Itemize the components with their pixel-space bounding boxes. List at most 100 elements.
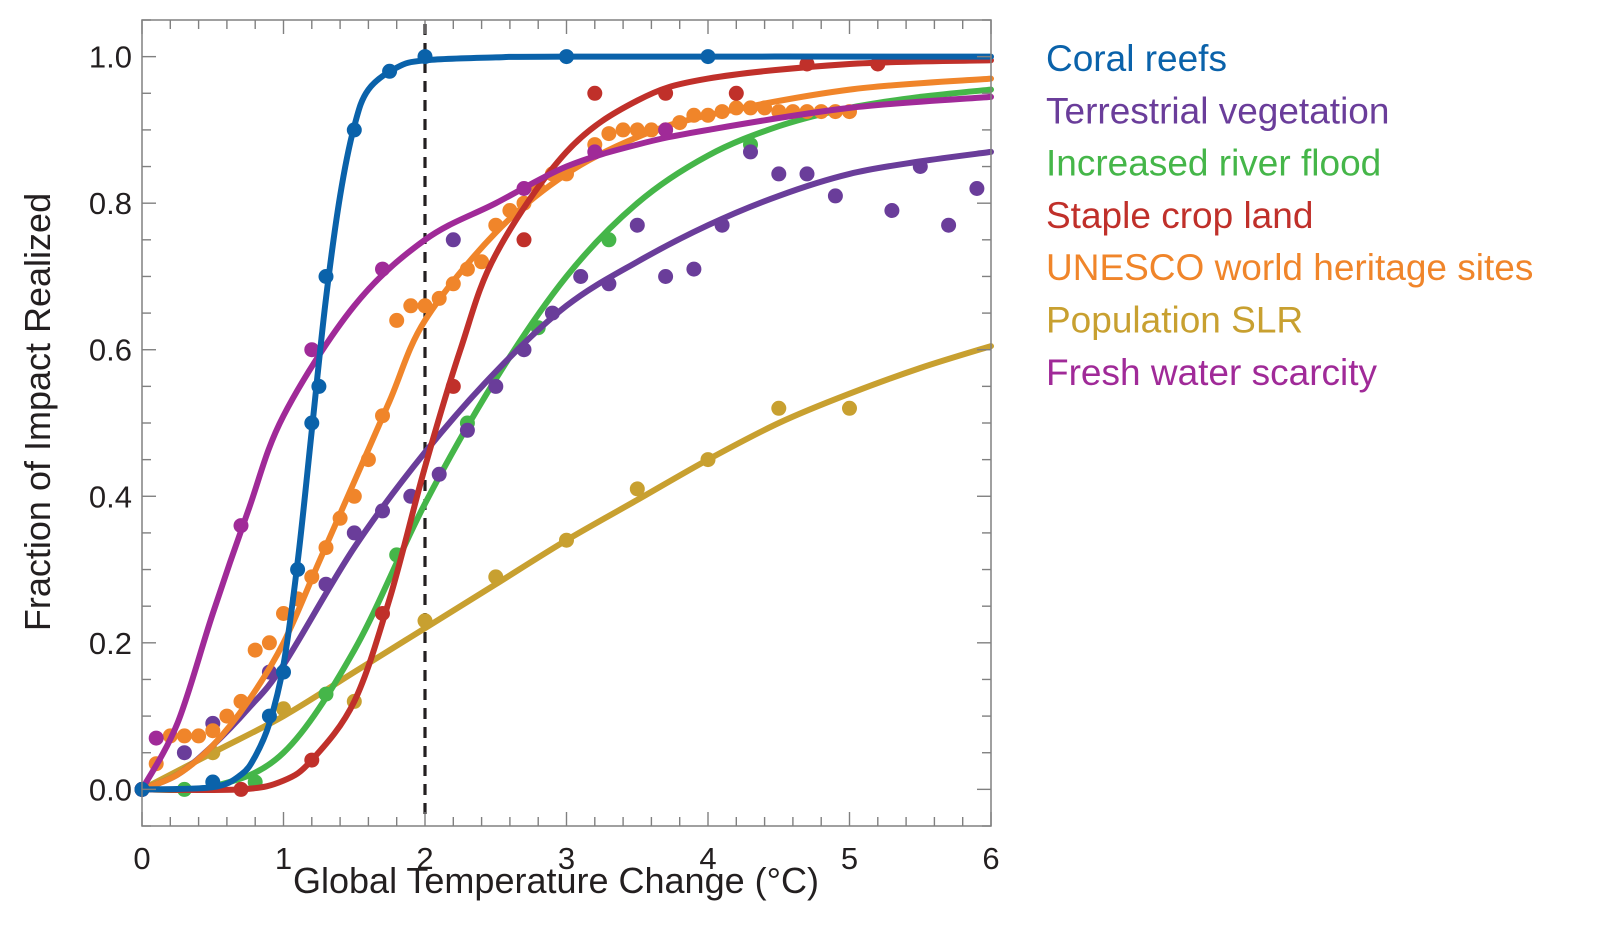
legend-item-unesco-world-heritage-sites: UNESCO world heritage sites	[1046, 247, 1533, 288]
legend-item-population-slr: Population SLR	[1046, 300, 1303, 341]
data-point-staple-crop-land	[799, 56, 815, 72]
data-point-terrestrial-vegetation	[743, 144, 758, 160]
fit-line-staple-crop-land	[139, 57, 994, 794]
data-point-unesco-world-heritage-sites	[247, 642, 263, 658]
legend-item-fresh-water-scarcity: Fresh water scarcity	[1046, 352, 1378, 393]
data-point-unesco-world-heritage-sites	[488, 217, 504, 233]
data-point-unesco-world-heritage-sites	[403, 298, 419, 314]
data-point-unesco-world-heritage-sites	[219, 708, 235, 724]
data-point-staple-crop-land	[233, 781, 249, 797]
series-fresh-water-scarcity	[134, 93, 994, 797]
data-point-unesco-world-heritage-sites	[431, 290, 447, 306]
data-point-unesco-world-heritage-sites	[304, 569, 320, 585]
data-point-unesco-world-heritage-sites	[672, 115, 688, 131]
data-point-terrestrial-vegetation	[318, 576, 334, 592]
data-point-terrestrial-vegetation	[516, 342, 532, 358]
data-point-unesco-world-heritage-sites	[276, 606, 291, 621]
y-axis-title: Fraction of Impact Realized	[17, 193, 58, 631]
data-point-fresh-water-scarcity	[375, 261, 390, 277]
data-point-unesco-world-heritage-sites	[261, 635, 277, 651]
data-point-unesco-world-heritage-sites	[643, 122, 659, 138]
data-point-coral-reefs	[304, 415, 320, 431]
data-point-population-slr	[559, 532, 574, 548]
data-point-terrestrial-vegetation	[799, 166, 815, 182]
data-point-fresh-water-scarcity	[658, 122, 674, 138]
data-point-unesco-world-heritage-sites	[714, 104, 730, 120]
y-tick-label: 0.8	[89, 186, 132, 221]
data-point-population-slr	[276, 701, 291, 717]
data-point-unesco-world-heritage-sites	[502, 203, 518, 218]
data-point-unesco-world-heritage-sites	[728, 100, 744, 116]
data-point-coral-reefs	[205, 774, 221, 790]
data-point-coral-reefs	[318, 269, 334, 284]
data-point-unesco-world-heritage-sites	[332, 510, 348, 526]
data-point-staple-crop-land	[516, 232, 532, 248]
legend: Coral reefs Terrestrial vegetation Increas…	[1046, 38, 1533, 393]
data-point-staple-crop-land	[375, 606, 390, 621]
data-point-unesco-world-heritage-sites	[474, 254, 490, 270]
data-point-terrestrial-vegetation	[176, 745, 192, 761]
data-point-population-slr	[842, 400, 857, 416]
data-point-terrestrial-vegetation	[544, 305, 560, 321]
data-point-increased-river-flood	[601, 232, 617, 248]
data-point-unesco-world-heritage-sites	[743, 100, 758, 116]
data-point-population-slr	[417, 613, 433, 629]
data-point-terrestrial-vegetation	[488, 378, 504, 394]
data-point-unesco-world-heritage-sites	[686, 107, 702, 123]
data-layer	[134, 49, 994, 797]
y-tick-label: 0.4	[89, 479, 132, 514]
data-point-terrestrial-vegetation	[445, 232, 461, 248]
data-point-unesco-world-heritage-sites	[191, 728, 207, 744]
legend-item-terrestrial-vegetation: Terrestrial vegetation	[1046, 90, 1389, 131]
data-point-terrestrial-vegetation	[827, 188, 843, 204]
data-point-increased-river-flood	[318, 686, 334, 702]
data-point-terrestrial-vegetation	[658, 269, 674, 284]
y-tick-label: 0.2	[89, 626, 132, 661]
x-tick-label: 0	[133, 841, 150, 876]
data-point-staple-crop-land	[870, 56, 886, 72]
data-point-terrestrial-vegetation	[714, 217, 730, 233]
data-point-coral-reefs	[382, 63, 398, 79]
series-population-slr	[134, 343, 994, 797]
data-point-staple-crop-land	[728, 85, 744, 101]
data-point-terrestrial-vegetation	[346, 525, 362, 541]
data-point-unesco-world-heritage-sites	[375, 408, 390, 424]
y-tick-label: 0.6	[89, 333, 132, 368]
data-point-population-slr	[700, 452, 716, 468]
data-point-terrestrial-vegetation	[912, 159, 928, 174]
x-tick-label: 3	[558, 841, 575, 876]
data-point-staple-crop-land	[445, 378, 461, 394]
data-point-unesco-world-heritage-sites	[417, 298, 433, 314]
fit-line-terrestrial-vegetation	[139, 148, 994, 793]
data-point-fresh-water-scarcity	[148, 730, 164, 746]
series-terrestrial-vegetation	[139, 144, 994, 793]
y-tick-label: 1.0	[89, 40, 132, 75]
data-point-coral-reefs	[276, 664, 291, 680]
data-point-unesco-world-heritage-sites	[459, 261, 475, 277]
data-point-terrestrial-vegetation	[573, 269, 589, 284]
data-point-unesco-world-heritage-sites	[389, 312, 405, 328]
data-point-terrestrial-vegetation	[969, 181, 985, 196]
data-point-fresh-water-scarcity	[516, 181, 532, 196]
data-point-staple-crop-land	[587, 85, 603, 101]
data-point-population-slr	[629, 481, 645, 497]
data-point-unesco-world-heritage-sites	[176, 728, 192, 744]
x-tick-label: 2	[416, 841, 433, 876]
fit-line-coral-reefs	[139, 53, 994, 793]
data-point-unesco-world-heritage-sites	[360, 452, 376, 468]
data-point-fresh-water-scarcity	[304, 342, 320, 358]
series-coral-reefs	[134, 49, 994, 797]
data-point-coral-reefs	[290, 562, 306, 577]
data-point-terrestrial-vegetation	[459, 422, 475, 438]
data-point-coral-reefs	[311, 378, 327, 394]
plot-frame	[141, 19, 992, 827]
x-tick-label: 5	[841, 841, 858, 876]
data-point-unesco-world-heritage-sites	[205, 723, 221, 739]
data-point-unesco-world-heritage-sites	[757, 100, 773, 116]
data-point-coral-reefs	[346, 122, 362, 138]
data-point-unesco-world-heritage-sites	[318, 540, 334, 556]
data-point-terrestrial-vegetation	[686, 261, 702, 277]
y-tick-label: 0.0	[89, 772, 132, 807]
legend-item-staple-crop-land: Staple crop land	[1046, 195, 1313, 236]
